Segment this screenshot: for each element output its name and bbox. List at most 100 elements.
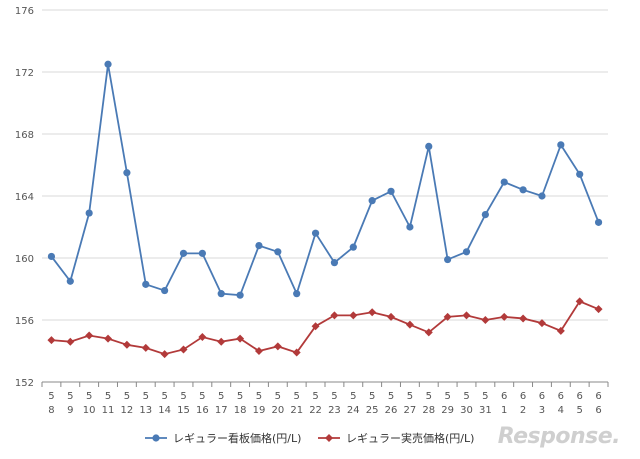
data-point (198, 249, 206, 257)
x-tick-label-day: 25 (366, 405, 379, 416)
data-point (236, 334, 245, 343)
data-point (179, 345, 188, 354)
data-point (556, 326, 565, 335)
x-tick-label-month: 6 (577, 391, 583, 402)
y-tick-label: 172 (15, 68, 34, 79)
y-tick-label: 164 (15, 192, 34, 203)
data-point (123, 169, 131, 177)
x-tick-label-month: 5 (256, 391, 262, 402)
x-tick-label-month: 5 (218, 391, 224, 402)
x-tick-label-month: 5 (67, 391, 73, 402)
legend-marker (152, 434, 160, 442)
data-point (387, 187, 395, 195)
data-point (179, 249, 188, 257)
x-tick-label-day: 28 (422, 405, 435, 416)
legend-marker (325, 434, 333, 442)
x-tick-label-month: 5 (463, 391, 469, 402)
x-tick-label-day: 20 (271, 405, 284, 416)
x-tick-label-day: 21 (290, 405, 303, 416)
data-point (425, 142, 433, 150)
data-point (575, 297, 584, 306)
x-tick-label-month: 6 (501, 391, 507, 402)
x-tick-label-month: 5 (444, 391, 450, 402)
data-point (217, 290, 225, 298)
y-tick-label: 152 (15, 378, 34, 389)
data-point (538, 192, 546, 200)
x-tick-label-month: 6 (595, 391, 601, 402)
x-tick-label-month: 5 (331, 391, 337, 402)
x-tick-label-day: 6 (595, 405, 601, 416)
grid-lines (42, 9, 608, 383)
x-tick-label-month: 5 (426, 391, 432, 402)
y-tick-label: 176 (15, 6, 34, 17)
data-point (160, 350, 169, 359)
data-point (519, 186, 527, 194)
y-tick-label: 168 (15, 130, 34, 141)
data-point (47, 336, 56, 345)
data-point (349, 311, 358, 320)
x-axis: 5859510511512513514515516517518519520521… (41, 382, 609, 416)
x-tick-label-month: 5 (124, 391, 130, 402)
x-tick-label-month: 5 (199, 391, 205, 402)
data-point (481, 211, 489, 219)
data-point (443, 312, 452, 321)
data-point (519, 314, 528, 323)
data-point (104, 60, 112, 68)
data-point (104, 334, 113, 343)
data-point (293, 290, 301, 298)
x-tick-label-day: 26 (385, 405, 398, 416)
data-point (311, 229, 320, 237)
series-line-0 (50, 64, 600, 297)
data-point (500, 312, 509, 321)
x-tick-label-month: 5 (407, 391, 413, 402)
y-tick-label: 156 (15, 316, 34, 327)
x-tick-label-month: 5 (180, 391, 186, 402)
x-tick-label-month: 6 (539, 391, 545, 402)
data-point (424, 328, 433, 337)
x-tick-label-month: 5 (294, 391, 300, 402)
data-point (330, 311, 339, 320)
x-tick-label-day: 24 (347, 405, 360, 416)
data-point (500, 178, 508, 186)
data-point (330, 259, 339, 267)
x-tick-label-day: 3 (539, 405, 545, 416)
data-point (122, 340, 131, 349)
x-tick-label-month: 5 (275, 391, 281, 402)
data-point (368, 197, 376, 205)
data-point (292, 348, 301, 357)
x-tick-label-month: 5 (312, 391, 318, 402)
x-tick-label-day: 13 (139, 405, 152, 416)
data-point (66, 337, 75, 346)
data-point (142, 280, 150, 288)
data-point (198, 333, 207, 342)
x-tick-label-month: 5 (350, 391, 356, 402)
data-point (462, 311, 471, 320)
x-tick-label-month: 5 (369, 391, 375, 402)
series-layer (47, 60, 603, 359)
x-tick-label-month: 6 (520, 391, 526, 402)
y-tick-label: 160 (15, 254, 34, 265)
x-tick-label-day: 10 (83, 405, 96, 416)
x-tick-label-month: 5 (482, 391, 488, 402)
x-tick-label-day: 2 (520, 405, 526, 416)
x-tick-label-day: 18 (234, 405, 247, 416)
x-tick-label-month: 5 (86, 391, 92, 402)
x-tick-label-month: 5 (237, 391, 243, 402)
x-tick-label-month: 5 (105, 391, 111, 402)
x-tick-label-day: 11 (102, 405, 115, 416)
data-point (47, 252, 56, 261)
x-tick-label-day: 22 (309, 405, 322, 416)
x-tick-label-day: 16 (196, 405, 209, 416)
data-point (85, 209, 93, 217)
x-tick-label-day: 5 (577, 405, 583, 416)
x-tick-label-day: 1 (501, 405, 507, 416)
x-tick-label-day: 14 (158, 405, 171, 416)
data-point (217, 337, 226, 346)
data-point (537, 319, 546, 328)
x-tick-label-month: 5 (143, 391, 149, 402)
data-point (576, 170, 584, 178)
series-line-1 (51, 300, 599, 356)
x-tick-label-day: 8 (48, 405, 54, 416)
x-tick-label-day: 4 (558, 405, 564, 416)
